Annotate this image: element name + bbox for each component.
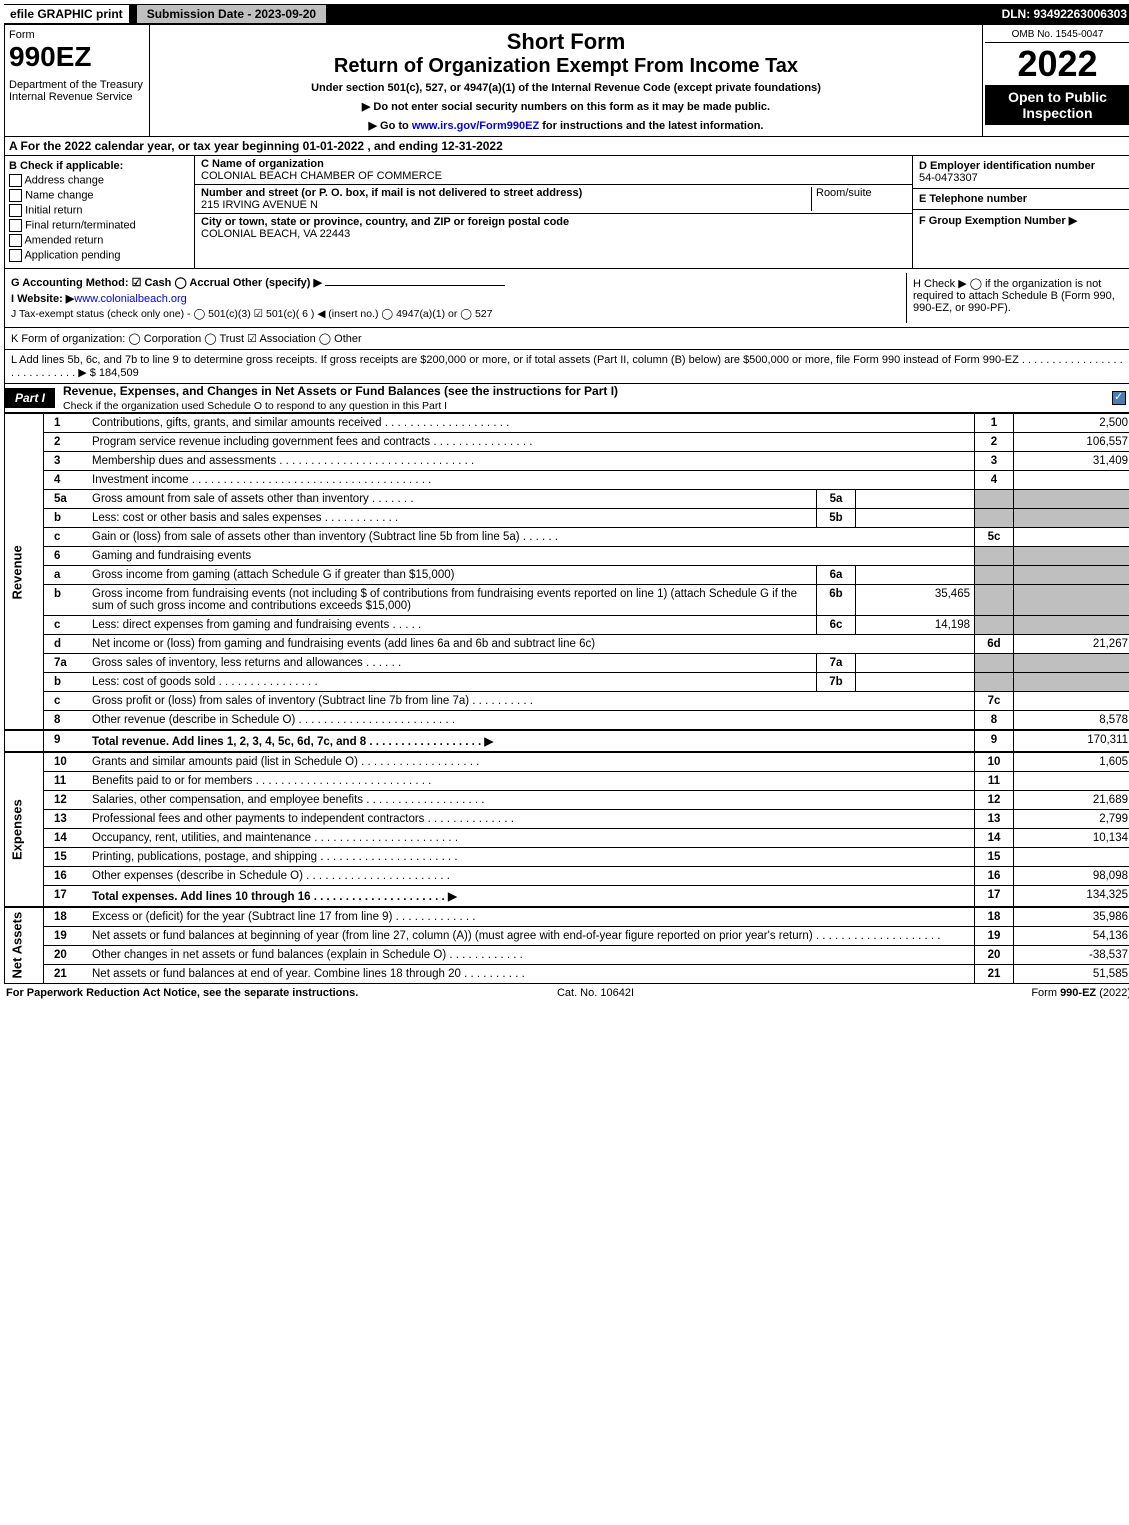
org-name-label: C Name of organization — [201, 158, 324, 170]
form-title: Return of Organization Exempt From Incom… — [154, 55, 978, 78]
cb-amended[interactable]: Amended return — [9, 234, 190, 247]
dln-label: DLN: 93492263006303 — [1002, 7, 1129, 21]
form-header: Form 990EZ Department of the Treasury In… — [4, 24, 1129, 137]
street-label: Number and street (or P. O. box, if mail… — [201, 187, 582, 199]
cb-name-change[interactable]: Name change — [9, 189, 190, 202]
omb-number: OMB No. 1545-0047 — [985, 27, 1129, 43]
footer-right: Form 990-EZ (2022) — [1031, 987, 1129, 999]
netassets-side-label: Net Assets — [5, 907, 44, 984]
line-h: H Check ▶ ◯ if the organization is not r… — [906, 273, 1126, 323]
dept-label: Department of the Treasury Internal Reve… — [9, 79, 145, 103]
phone-label: E Telephone number — [919, 193, 1027, 205]
city-value: COLONIAL BEACH, VA 22443 — [201, 228, 350, 240]
header-center: Short Form Return of Organization Exempt… — [150, 25, 982, 136]
short-form-label: Short Form — [154, 29, 978, 55]
website-link[interactable]: www.colonialbeach.org — [74, 293, 187, 305]
box-def: D Employer identification number 54-0473… — [912, 156, 1129, 268]
room-label: Room/suite — [816, 187, 872, 199]
expenses-side-label: Expenses — [5, 752, 44, 907]
box-b: B Check if applicable: Address change Na… — [5, 156, 195, 268]
org-info-band: B Check if applicable: Address change Na… — [4, 156, 1129, 269]
part-i-header: Part I Revenue, Expenses, and Changes in… — [4, 384, 1129, 413]
tax-year: 2022 — [985, 43, 1129, 85]
top-bar: efile GRAPHIC print Submission Date - 20… — [4, 4, 1129, 24]
ein-label: D Employer identification number — [919, 160, 1095, 172]
city-label: City or town, state or province, country… — [201, 216, 569, 228]
form-subtitle: Under section 501(c), 527, or 4947(a)(1)… — [154, 82, 978, 94]
revenue-side-label: Revenue — [5, 414, 44, 731]
instr-goto: ▶ Go to www.irs.gov/Form990EZ for instru… — [154, 119, 978, 132]
street-value: 215 IRVING AVENUE N — [201, 199, 318, 211]
cb-app-pending[interactable]: Application pending — [9, 249, 190, 262]
part-i-tag: Part I — [5, 388, 55, 408]
header-left: Form 990EZ Department of the Treasury In… — [5, 25, 150, 136]
line-1-amount: 2,500 — [1014, 414, 1129, 433]
form-word: Form — [9, 29, 145, 41]
revenue-table: Revenue 1 Contributions, gifts, grants, … — [4, 413, 1129, 984]
section-a: A For the 2022 calendar year, or tax yea… — [4, 137, 1129, 156]
line-j: J Tax-exempt status (check only one) - ◯… — [11, 308, 906, 320]
irs-link[interactable]: www.irs.gov/Form990EZ — [412, 120, 539, 132]
submission-date: Submission Date - 2023-09-20 — [137, 5, 326, 23]
lines-g-to-l: G Accounting Method: ☑ Cash ◯ Accrual Ot… — [4, 269, 1129, 328]
header-right: OMB No. 1545-0047 2022 Open to Public In… — [982, 25, 1129, 136]
group-exemption-label: F Group Exemption Number ▶ — [919, 215, 1077, 227]
footer-left: For Paperwork Reduction Act Notice, see … — [6, 987, 358, 999]
cb-final-return[interactable]: Final return/terminated — [9, 219, 190, 232]
line-1-text: Contributions, gifts, grants, and simila… — [88, 414, 975, 433]
line-l: L Add lines 5b, 6c, and 7b to line 9 to … — [4, 350, 1129, 384]
org-name: COLONIAL BEACH CHAMBER OF COMMERCE — [201, 170, 442, 182]
page-footer: For Paperwork Reduction Act Notice, see … — [4, 984, 1129, 1002]
part-i-title: Revenue, Expenses, and Changes in Net As… — [55, 384, 618, 412]
box-b-label: B Check if applicable: — [9, 160, 190, 172]
form-number: 990EZ — [9, 41, 145, 73]
line-k: K Form of organization: ◯ Corporation ◯ … — [4, 328, 1129, 350]
line-g: G Accounting Method: ☑ Cash ◯ Accrual Ot… — [11, 276, 906, 289]
open-public-badge: Open to Public Inspection — [985, 85, 1129, 125]
efile-label: efile GRAPHIC print — [4, 5, 129, 23]
line-i: I Website: ▶www.colonialbeach.org — [11, 292, 906, 305]
box-c: C Name of organization COLONIAL BEACH CH… — [195, 156, 912, 268]
part-i-checkbox[interactable] — [1112, 391, 1126, 406]
ein-value: 54-0473307 — [919, 172, 978, 184]
instr-ssn: ▶ Do not enter social security numbers o… — [154, 100, 978, 113]
cb-initial-return[interactable]: Initial return — [9, 204, 190, 217]
footer-catno: Cat. No. 10642I — [557, 987, 634, 999]
cb-address-change[interactable]: Address change — [9, 174, 190, 187]
